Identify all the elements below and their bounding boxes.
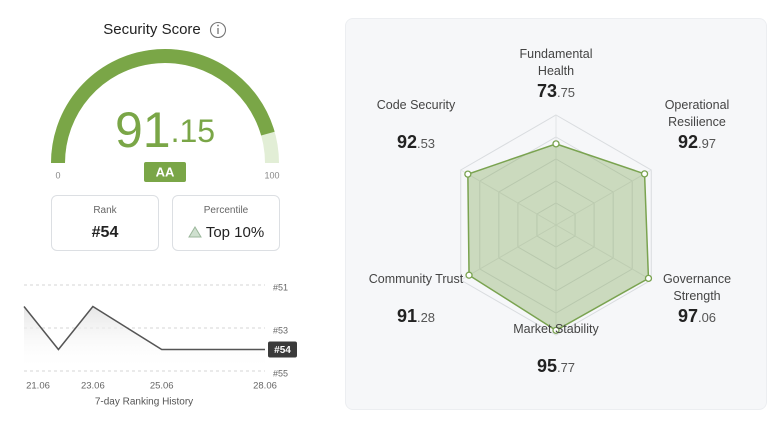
y-tick-label: #55	[273, 368, 288, 378]
radar-value: 92.97	[677, 132, 717, 152]
line-area	[24, 306, 265, 371]
radar-axis-label: Code Security	[376, 98, 456, 112]
score-title: Security Score	[103, 21, 201, 38]
radar-axis-label: Fundamental Health	[519, 47, 593, 78]
rank-value: #54	[91, 224, 119, 241]
percentile-row: Top 10%	[173, 224, 279, 241]
gauge-tick-label: 0	[55, 170, 60, 180]
radar-area	[467, 143, 650, 332]
current-rank-label: #54	[274, 345, 291, 356]
grade-badge	[144, 162, 186, 182]
radar-value: 73.75	[536, 81, 576, 101]
radar-axis-label: Governance Strength	[662, 272, 732, 303]
percentile-card: Percentile Top 10%	[172, 195, 280, 251]
radar-point	[464, 170, 472, 178]
radar-spoke	[460, 224, 557, 281]
radar-spoke	[555, 224, 652, 281]
radar-point	[552, 326, 560, 334]
percentile-value: Top 10%	[205, 224, 265, 241]
radar-spoke	[555, 169, 652, 226]
current-rank-badge	[268, 341, 297, 358]
percentile-label: Percentile	[203, 205, 249, 216]
radar-axis-label: Community Trust	[368, 272, 464, 286]
gauge-value: 91.15	[115, 102, 215, 158]
y-tick-label: #51	[273, 282, 288, 292]
line-title: 7-day Ranking History	[95, 397, 193, 408]
radar-axis-label: Operational Resilience	[664, 98, 730, 129]
line	[23, 305, 265, 351]
radar-point	[465, 271, 473, 279]
rank-card: Rank #54	[51, 195, 159, 251]
grade-badge-label: AA	[156, 164, 175, 179]
gauge-arc	[51, 49, 275, 164]
info-icon	[209, 21, 227, 39]
radar-axis-label: Market Stability	[513, 322, 599, 336]
radar-value: 95.77	[536, 356, 576, 376]
radar-value: 91.28	[396, 306, 436, 326]
rank-label: Rank	[93, 205, 117, 216]
x-tick-label: 21.06	[26, 381, 50, 392]
radar-point	[640, 170, 649, 178]
radar-spoke	[460, 169, 557, 226]
radar-point	[552, 140, 560, 148]
x-tick-label: 25.06	[150, 381, 174, 392]
y-tick-label: #53	[273, 325, 288, 335]
x-tick-label: 28.06	[253, 381, 277, 392]
gauge-tick-label: 100	[264, 170, 279, 180]
percentile-icon	[187, 226, 202, 238]
radar-value: 97.06	[677, 306, 717, 326]
radar-value: 92.53	[396, 132, 436, 152]
x-tick-label: 23.06	[81, 381, 105, 392]
radar-point	[644, 274, 653, 283]
